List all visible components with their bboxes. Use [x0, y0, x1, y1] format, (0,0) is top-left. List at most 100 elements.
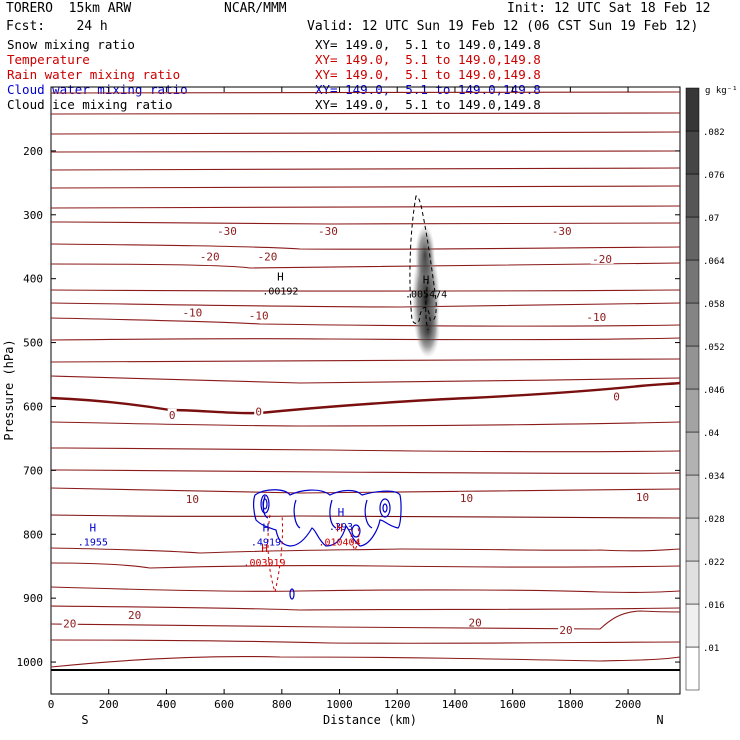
- maximum-H-label: H: [90, 521, 97, 534]
- x-tick-label: 1400: [442, 698, 469, 711]
- maximum-H-label: H: [336, 521, 343, 534]
- temperature-label: 10: [186, 493, 199, 506]
- temperature-label-bg: [612, 390, 622, 402]
- temperature-label-bg: [590, 252, 614, 264]
- valid-time: Valid: 12 UTC Sun 19 Feb 12 (06 CST Sun …: [307, 19, 699, 34]
- colorbar-label: .082: [703, 128, 725, 138]
- colorbar-label: .01: [703, 644, 719, 654]
- temperature-contours-heavy: [50, 381, 681, 519]
- colorbar-bin: [685, 302, 700, 347]
- temperature-label: -10: [249, 310, 269, 323]
- maxima-labels: H.00192H.005474H.1955H.4919H.393H.003919…: [78, 270, 447, 569]
- temperature-label: -10: [586, 311, 606, 324]
- maximum-value-label: .4919: [251, 537, 281, 548]
- temperature-label-bg: [184, 493, 201, 505]
- x-tick-label: 1800: [557, 698, 584, 711]
- temperature-label-bg: [126, 608, 143, 620]
- x-tick-label: 800: [272, 698, 292, 711]
- temperature-label-bg: [584, 311, 608, 323]
- temperature-label-bg: [316, 224, 340, 236]
- x-right-end-label: N: [656, 713, 663, 727]
- temperature-label-bg: [180, 306, 204, 318]
- temperature-label-bg: [167, 408, 177, 420]
- temperature-label: 20: [559, 624, 572, 637]
- temperature-label-bg: [458, 491, 475, 503]
- temperature-label: 20: [128, 609, 141, 622]
- legend-rain: Rain water mixing ratio: [7, 67, 181, 82]
- y-tick-label: 900: [23, 592, 43, 605]
- colorbar-bin: [685, 216, 700, 261]
- colorbar-bin: [685, 130, 700, 175]
- maximum-value-label: .003919: [243, 558, 285, 569]
- maximum-H-label: H: [423, 273, 430, 286]
- temperature-label-bg: [215, 224, 239, 236]
- temperature-label-bg: [558, 624, 575, 636]
- legend-temperature-xy: XY= 149.0, 5.1 to 149.0,149.8: [315, 52, 541, 67]
- temperature-labels: -30 -30 -30 -20 -20 -20 -10 -10 -10 0 0 0 10 10 10 20 20…: [61, 224, 651, 637]
- maximum-value-label: .005474: [405, 289, 447, 300]
- temperature-label: 0: [169, 409, 176, 422]
- x-tick-label: 1000: [326, 698, 353, 711]
- colorbar-label: .028: [703, 515, 725, 525]
- temperature-label-bg: [247, 309, 271, 321]
- maximum-value-label: .1955: [78, 537, 108, 548]
- y-tick-label: 400: [23, 273, 43, 286]
- colorbar-bin: [685, 388, 700, 433]
- plot-frame: [50, 86, 681, 695]
- temperature-label: -20: [200, 250, 220, 263]
- y-tick-label: 600: [23, 400, 43, 413]
- colorbar-bin: [685, 173, 700, 218]
- temperature-label: 20: [469, 616, 482, 629]
- colorbar: .01 .016 .022 .028 .034 .04 .046 .052 .058 .064 .0…: [685, 87, 725, 691]
- y-tick-label: 700: [23, 464, 43, 477]
- colorbar-label: .022: [703, 558, 725, 568]
- temperature-label: -10: [182, 307, 202, 320]
- legend-temperature: Temperature: [7, 52, 90, 67]
- legend-cloud-water-xy: XY= 149.0, 5.1 to 149.0,149.8: [315, 82, 541, 97]
- legend-cloud-ice: Cloud ice mixing ratio: [7, 97, 173, 112]
- colorbar-bin: [685, 345, 700, 390]
- colorbar-bin: [685, 87, 700, 132]
- temperature-label-bg: [634, 491, 651, 503]
- cloud-water-contours: [253, 489, 402, 600]
- maximum-value-label: .00192: [262, 286, 298, 297]
- y-axis-title: Pressure (hPa): [2, 339, 16, 440]
- temperature-label-bg: [467, 616, 484, 628]
- colorbar-bin: [685, 517, 700, 562]
- colorbar-label: .076: [703, 171, 725, 181]
- colorbar-label: .064: [703, 257, 725, 267]
- maximum-H-label: H: [261, 542, 268, 555]
- temperature-label-bg: [254, 405, 264, 417]
- x-tick-label: 600: [214, 698, 234, 711]
- model-title: TORERO 15km ARW: [6, 1, 132, 16]
- temperature-label-bg: [198, 250, 222, 262]
- x-tick-label: 200: [99, 698, 119, 711]
- maximum-H-label: H: [338, 506, 345, 519]
- colorbar-label: .046: [703, 386, 725, 396]
- temperature-label: -30: [552, 225, 572, 238]
- rain-water-contours: [267, 514, 360, 594]
- temperature-label: -30: [318, 225, 338, 238]
- forecast-hour: Fcst: 24 h: [6, 19, 108, 34]
- temperature-label: -30: [217, 225, 237, 238]
- colorbar-bin: [685, 646, 700, 691]
- colorbar-label: .058: [703, 300, 725, 310]
- colorbar-bin: [685, 259, 700, 304]
- colorbar-label: .04: [703, 429, 719, 439]
- colorbar-label: .052: [703, 343, 725, 353]
- maximum-H-label: H: [277, 270, 284, 283]
- colorbar-bin: [685, 560, 700, 605]
- temperature-label: 0: [613, 390, 620, 403]
- init-time: Init: 12 UTC Sat 18 Feb 12: [507, 1, 711, 16]
- temperature-label: -20: [257, 250, 277, 263]
- temperature-contours: [50, 91, 681, 668]
- colorbar-bin: [685, 474, 700, 519]
- legend-snow: Snow mixing ratio: [7, 37, 135, 52]
- temperature-label: 0: [255, 406, 262, 419]
- cloud-ice-contours: [409, 195, 437, 331]
- org-label: NCAR/MMM: [224, 1, 287, 16]
- x-left-end-label: S: [81, 713, 88, 727]
- maximum-value-label: .393: [329, 522, 353, 533]
- temperature-label: 20: [63, 618, 76, 631]
